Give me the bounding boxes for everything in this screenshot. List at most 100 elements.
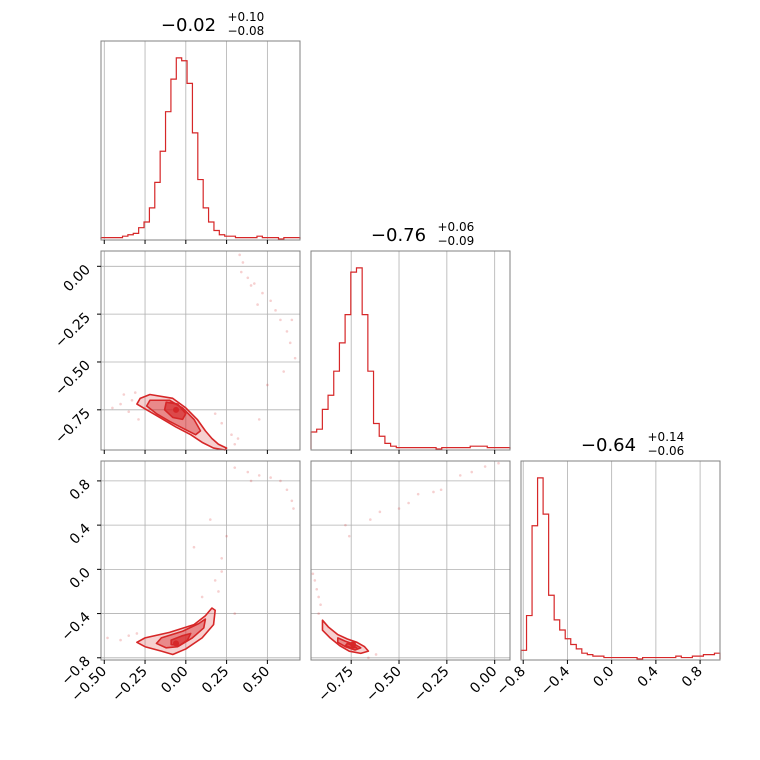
pair-2-3-scatter-point-4 (319, 603, 322, 607)
histogram-3-xtick-label-3: 0.4 (635, 663, 662, 690)
pair-1-2-ytick-label-0: −0.75 (52, 405, 94, 447)
pair-2-3-scatter-point-0 (311, 572, 315, 576)
frame-layer (100, 40, 721, 661)
pair-1-3-scatter-point-6 (220, 570, 224, 573)
pair-1-3-scatter-point-18 (249, 479, 253, 483)
pair-1-3-scatter-point-13 (269, 476, 272, 479)
pair-1-3-scatter-point-19 (192, 545, 196, 549)
pair-1-3-scatter-point-21 (233, 612, 237, 615)
pair-1-2-scatter-point-13 (269, 299, 272, 303)
pair-2-3-scatter-point-17 (416, 492, 420, 496)
pair-1-2-scatter-point-18 (293, 356, 297, 360)
pair-1-3-scatter-point-5 (213, 579, 217, 582)
pair-1-2-scatter-point-28 (213, 412, 217, 415)
pair-2-3-scatter-point-20 (369, 518, 372, 521)
pair-2-3-scatter-point-12 (439, 488, 443, 492)
pair-1-2-scatter-point-29 (290, 318, 294, 322)
pair-2-3-scatter-point-1 (313, 579, 317, 582)
pair-2-3-scatter-point-10 (407, 501, 410, 505)
pair-1-3-scatter-point-16 (290, 499, 294, 503)
pair-1-3-ytick-label-2: 0.0 (67, 565, 94, 592)
histogram-2-title: −0.76 (371, 225, 426, 246)
histogram-1-title: −0.02 (161, 15, 216, 36)
histogram-3-title-lower: −0.06 (648, 444, 685, 458)
pair-1-2-scatter-point-8 (241, 261, 245, 264)
histogram-3-xtick-label-4: 0.8 (679, 664, 706, 691)
histogram-1-frame (100, 40, 301, 241)
pair-2-3-scatter-point-5 (317, 612, 320, 615)
pair-1-2-ytick-label-1: −0.50 (52, 357, 94, 399)
pair-2-3-scatter-point-3 (317, 595, 320, 599)
pair-1-3-ytick-label-1: −0.4 (58, 609, 93, 644)
pair-1-2-scatter-point-3 (127, 410, 131, 414)
pair-1-2-scatter-point-27 (220, 421, 224, 425)
data-layer (100, 57, 721, 660)
pair-2-3-scatter-point-7 (344, 523, 347, 527)
histogram-1-title-lower: −0.08 (228, 24, 265, 38)
pair-2-3-scatter-point-9 (397, 507, 401, 510)
pair-1-2-scatter-point-4 (133, 391, 137, 394)
pair-1-2-ytick-label-2: −0.25 (52, 310, 94, 352)
title-layer: −0.02 +0.10−0.08 −0.76 +0.06−0.09 −0.64 +0.14… (161, 10, 684, 458)
pair-2-3-density-peak (350, 641, 357, 648)
pair-2-3-scatter-point-6 (347, 534, 351, 538)
pair-1-3-contour-middle (155, 618, 207, 649)
histogram-3-title-upper: +0.14 (648, 430, 685, 444)
histogram-2-step (310, 267, 511, 450)
pair-1-2-scatter-point-22 (249, 284, 253, 287)
pair-1-3-scatter-point-9 (208, 518, 212, 521)
pair-1-2-scatter-point-11 (253, 282, 256, 285)
pair-1-2-scatter-point-0 (119, 402, 122, 406)
pair-2-3-scatter-point-15 (483, 465, 487, 468)
pair-1-2-scatter-point-21 (257, 418, 261, 421)
pair-2-3-scatter-point-14 (470, 470, 474, 474)
pair-2-3-scatter-point-18 (367, 656, 370, 660)
pair-1-2-scatter-point-26 (230, 433, 233, 436)
pair-1-3-ytick-label-3: 0.4 (67, 521, 94, 548)
pair-1-3-xtick-label-4: 0.50 (240, 664, 273, 697)
grid-layer (101, 41, 701, 660)
pair-2-3-scatter-point-13 (458, 474, 462, 477)
pair-1-3-scatter-point-17 (292, 507, 295, 510)
histogram-3-frame (520, 460, 721, 661)
pair-1-3-density-peak (173, 640, 180, 647)
pair-1-3-frame (100, 460, 301, 661)
pair-1-3-scatter-point-15 (285, 488, 289, 492)
pair-1-2-scatter-point-16 (285, 330, 289, 333)
pair-1-2-ytick-label-3: 0.00 (60, 262, 93, 295)
pair-1-3-ytick-label-4: 0.8 (67, 476, 94, 503)
pair-1-2-frame (100, 250, 301, 451)
tick-layer: −0.8 −0.4 0.0 0.4 0.8 −0.75 −0.50 −0.25 0.00 −0.5… (52, 240, 706, 705)
pair-1-2-scatter-point-19 (282, 370, 285, 373)
pair-1-3-scatter-point-20 (220, 556, 224, 560)
pair-2-3-scatter-point-16 (497, 461, 500, 465)
pair-1-2-scatter-point-23 (256, 303, 259, 306)
histogram-2-title-upper: +0.06 (438, 220, 475, 234)
pair-1-2-contour-outer (136, 393, 228, 451)
pair-2-3-scatter-point-19 (374, 653, 378, 656)
pair-2-3-xtick-label-1: −0.50 (363, 664, 405, 706)
histogram-3-xtick-label-2: 0.0 (590, 664, 617, 691)
pair-1-3-xtick-label-3: 0.25 (199, 664, 232, 697)
histogram-3-xtick-label-0: −0.8 (494, 664, 529, 699)
pair-1-3-scatter-point-14 (279, 479, 282, 483)
pair-1-2-scatter-point-2 (130, 398, 134, 402)
pair-1-3-scatter-point-12 (257, 474, 261, 477)
histogram-1-title-upper: +0.10 (228, 10, 265, 24)
pair-2-3-scatter-point-11 (432, 490, 435, 494)
pair-1-2-scatter-point-5 (137, 418, 140, 421)
pair-1-3-scatter-point-11 (246, 470, 250, 474)
histogram-2-frame (310, 250, 511, 451)
pair-2-3-scatter-point-8 (378, 510, 382, 514)
pair-1-2-scatter-point-24 (238, 253, 241, 257)
pair-1-2-scatter-point-25 (111, 406, 114, 410)
pair-1-2-scatter-point-9 (239, 270, 243, 274)
histogram-1-step (100, 57, 301, 240)
pair-1-2-scatter-point-17 (288, 341, 292, 345)
pair-1-3-scatter-point-1 (119, 638, 122, 642)
pair-1-2-scatter-point-14 (274, 309, 277, 312)
histogram-2-title-lower: −0.09 (438, 234, 475, 248)
pair-1-2-scatter-point-10 (246, 276, 250, 280)
pair-1-2-scatter-point-12 (261, 291, 264, 295)
pair-1-3-xtick-label-1: −0.25 (109, 664, 151, 706)
